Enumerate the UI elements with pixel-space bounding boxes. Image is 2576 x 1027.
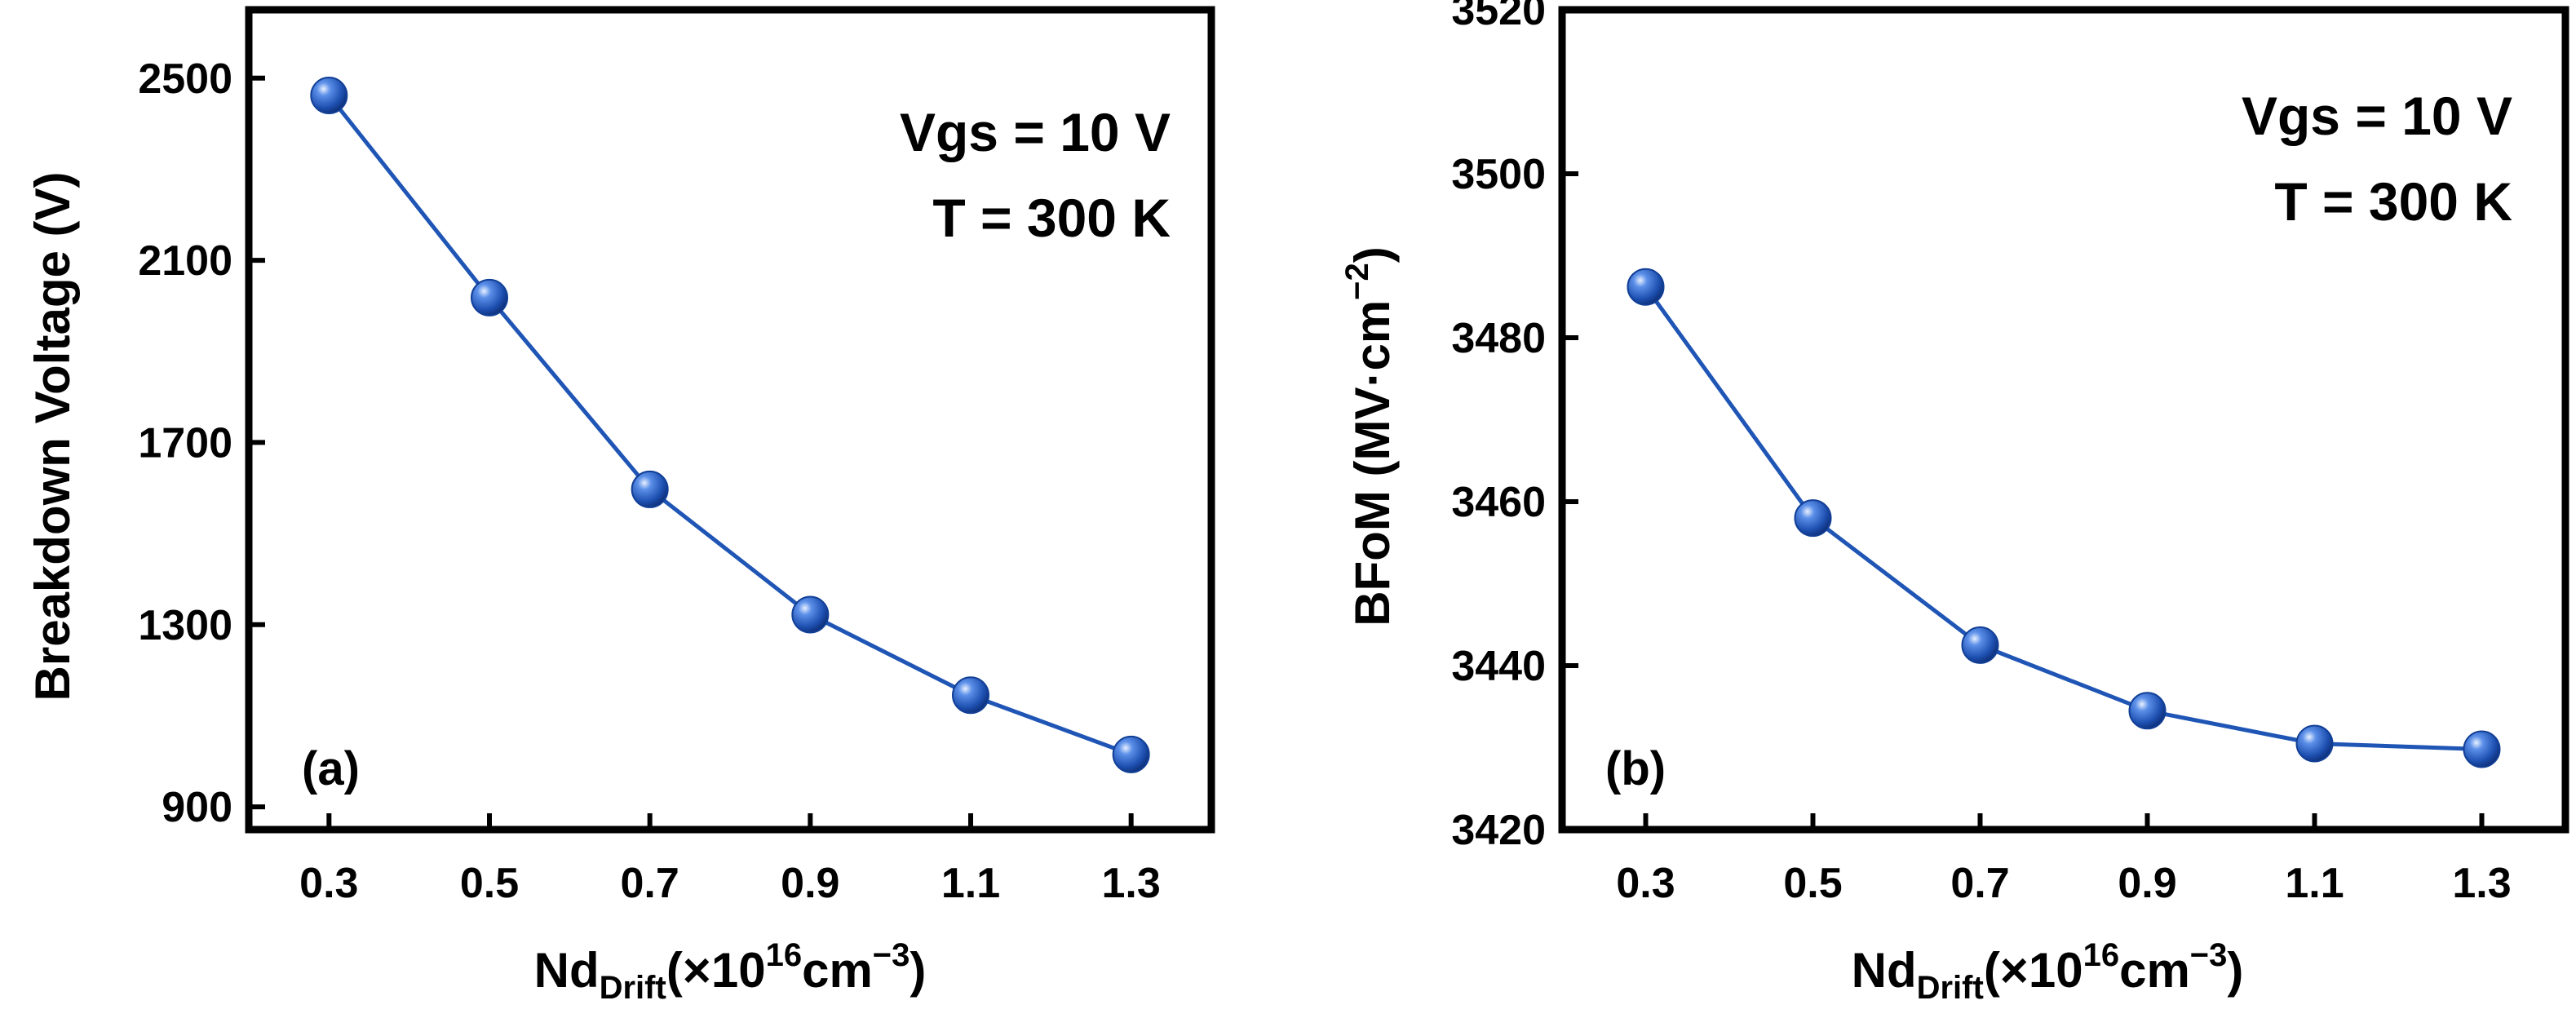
data-markers-a xyxy=(310,76,1150,773)
x-tick-label: 0.5 xyxy=(460,860,519,907)
annotation-vgs-a: Vgs = 10 V xyxy=(900,102,1171,162)
x-tick-label: 0.7 xyxy=(621,860,679,907)
series-line xyxy=(327,94,1132,757)
x-tick-label: 0.9 xyxy=(2118,860,2176,907)
y-tick-label: 3480 xyxy=(1451,315,1546,362)
chart-panel-a: 900 1300 1700 2100 2500 0.3 0.5 0.7 0.9 1.1 1.3 V… xyxy=(25,6,1215,1006)
x-axis-title-a: NdDrift(×1016cm−3) xyxy=(534,937,927,1006)
annotation-temp-b: T = 300 K xyxy=(2274,171,2512,232)
data-point xyxy=(2295,724,2334,763)
data-point xyxy=(1794,499,1832,538)
data-markers-b xyxy=(1627,268,2501,768)
y-tick-label: 900 xyxy=(162,784,232,831)
data-point xyxy=(791,595,830,634)
x-tick-label: 1.3 xyxy=(2452,860,2511,907)
y-tick-label: 2500 xyxy=(138,55,232,103)
data-point xyxy=(471,278,508,317)
data-point xyxy=(1112,735,1150,773)
panel-label-a: (a) xyxy=(302,742,360,795)
panel-label-b: (b) xyxy=(1605,742,1666,795)
x-tick-label: 0.9 xyxy=(781,860,839,907)
x-axis-title-b: NdDrift(×1016cm−3) xyxy=(1852,937,2244,1006)
y-tick-label: 1700 xyxy=(138,419,232,467)
series-line xyxy=(1644,286,2482,752)
data-line-a xyxy=(327,94,1132,757)
x-tick-label: 0.3 xyxy=(299,860,358,907)
x-tick-label: 0.3 xyxy=(1616,860,1675,907)
y-axis-title-b: BFoM (MV·cm−2) xyxy=(1339,246,1400,626)
x-tick-label: 1.1 xyxy=(2285,860,2344,907)
chart-panel-b: 3420 3440 3460 3480 3500 3520 0.3 0.5 0.7 0.9 1.1… xyxy=(1339,0,2569,1006)
y-tick-label: 3500 xyxy=(1451,151,1546,198)
y-tick-label: 3460 xyxy=(1451,479,1546,526)
y-ticks-b: 3420 3440 3460 3480 3500 3520 xyxy=(1451,0,1578,854)
data-point xyxy=(2463,730,2501,768)
data-point xyxy=(952,676,989,715)
data-line-b xyxy=(1644,286,2482,752)
x-tick-label: 0.7 xyxy=(1950,860,2009,907)
y-tick-label: 2100 xyxy=(138,237,232,285)
data-point xyxy=(631,470,669,508)
plot-frame-a xyxy=(245,6,1215,834)
data-point xyxy=(1961,626,1999,664)
y-tick-label: 3440 xyxy=(1451,643,1546,690)
annotation-temp-a: T = 300 K xyxy=(932,188,1171,248)
data-point xyxy=(2128,692,2167,730)
data-point xyxy=(310,76,348,114)
y-tick-label: 3420 xyxy=(1451,807,1546,854)
y-tick-label: 1300 xyxy=(138,602,232,649)
x-ticks-a: 0.3 0.5 0.7 0.9 1.1 1.3 xyxy=(299,813,1161,907)
plot-frame-b xyxy=(1558,6,2569,834)
annotation-vgs-b: Vgs = 10 V xyxy=(2242,86,2512,146)
y-tick-label: 3520 xyxy=(1451,0,1546,34)
y-axis-title-a: Breakdown Voltage (V) xyxy=(25,172,80,702)
data-point xyxy=(1627,268,1665,306)
x-tick-label: 0.5 xyxy=(1783,860,1842,907)
x-tick-label: 1.3 xyxy=(1102,860,1161,907)
x-tick-label: 1.1 xyxy=(941,860,1000,907)
